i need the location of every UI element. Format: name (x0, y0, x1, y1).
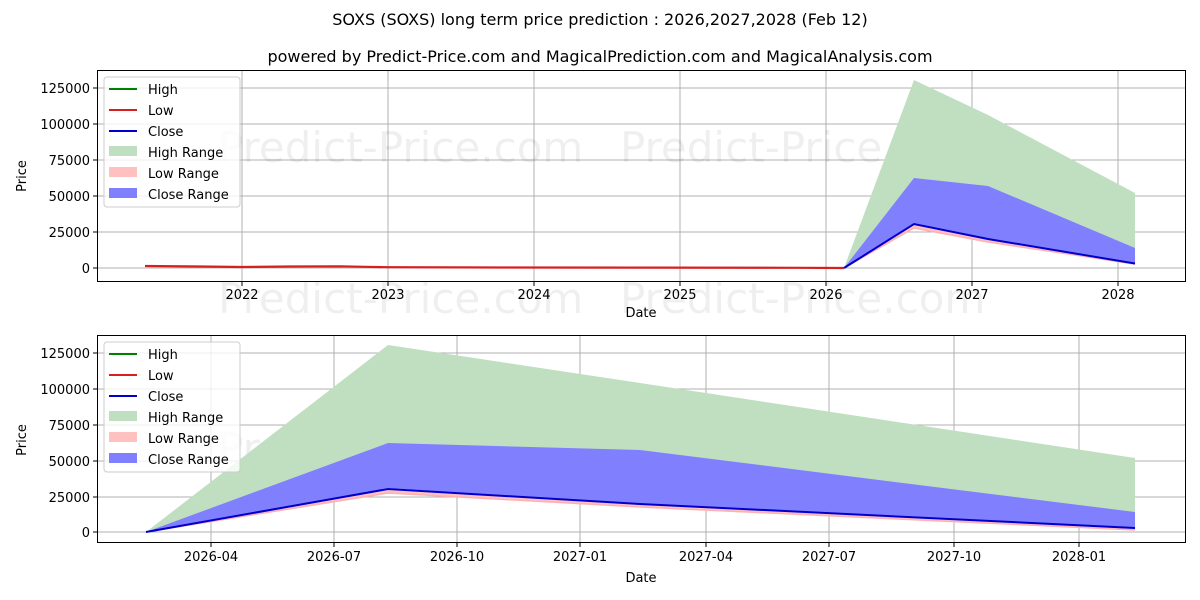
watermark-text: Predict-Price.com (620, 274, 985, 323)
x-tick-label: 2022 (225, 288, 258, 303)
watermark-text: Predict-Price.com (218, 274, 583, 323)
x-axis-label: Date (625, 571, 656, 586)
y-tick-label: 75000 (49, 419, 90, 434)
low-line (144, 264, 845, 270)
forecast-low-line (843, 227, 1136, 269)
x-tick-label: 2027-10 (927, 550, 981, 565)
x-tick-label: 2023 (371, 288, 404, 303)
x-tick-label: 2027-01 (553, 550, 607, 565)
legend-low-range-label: Low Range (148, 432, 219, 447)
bottom-chart: Predict-Price.com Predict-Price.com 0 25… (15, 335, 1186, 586)
legend-close-label: Close (148, 390, 183, 405)
close-range-area (844, 178, 1135, 268)
x-tick-label: 2024 (517, 288, 550, 303)
y-axis-label: Price (15, 424, 30, 456)
chart-subtitle: powered by Predict-Price.com and Magical… (267, 47, 933, 66)
y-tick-label: 25000 (49, 226, 90, 241)
x-tick-label: 2026-10 (430, 550, 484, 565)
legend-low-range-swatch (109, 167, 137, 177)
y-tick-label: 50000 (49, 190, 90, 205)
legend-high-range-swatch (109, 146, 137, 156)
x-tick-label: 2026 (809, 288, 842, 303)
y-axis-label: Price (15, 160, 30, 192)
y-tick-label: 50000 (49, 455, 90, 470)
x-tick-label: 2028 (1101, 288, 1134, 303)
legend-low-label: Low (148, 369, 174, 384)
legend-close-range-label: Close Range (148, 188, 229, 203)
top-legend: High Low Close High Range Low Range Clos… (103, 76, 241, 208)
legend-low-label: Low (148, 104, 174, 119)
x-tick-label: 2026-04 (184, 550, 238, 565)
y-tick-label: 100000 (40, 383, 90, 398)
legend-close-range-swatch (109, 188, 137, 198)
x-axis-label: Date (625, 306, 656, 321)
top-axes-frame (97, 70, 1186, 282)
y-tick-label: 75000 (49, 154, 90, 169)
close-line (145, 487, 1136, 533)
legend-high-range-swatch (109, 411, 137, 421)
x-tick-label: 2027 (955, 288, 988, 303)
bottom-axes-frame (97, 335, 1186, 543)
watermark-text: Predict-Price.com (218, 123, 583, 172)
close-range-area (146, 443, 1135, 532)
legend-low-range-label: Low Range (148, 167, 219, 182)
x-tick-label: 2027-04 (679, 550, 733, 565)
legend-low-range-swatch (109, 432, 137, 442)
y-tick-label: 125000 (40, 347, 90, 362)
legend-close-label: Close (148, 125, 183, 140)
legend-high-range-label: High Range (148, 411, 223, 426)
x-tick-label: 2025 (663, 288, 696, 303)
x-tick-label: 2027-07 (802, 550, 856, 565)
legend-high-label: High (148, 83, 178, 98)
chart-title: SOXS (SOXS) long term price prediction :… (332, 10, 868, 29)
y-tick-label: 0 (82, 526, 90, 541)
y-tick-label: 100000 (40, 118, 90, 133)
top-chart: Predict-Price.com Predict-Price.com 0 25… (15, 70, 1186, 321)
close-line (843, 222, 1136, 269)
legend-high-label: High (148, 348, 178, 363)
bottom-legend: High Low Close High Range Low Range Clos… (103, 341, 241, 473)
legend-close-range-swatch (109, 453, 137, 463)
y-tick-label: 25000 (49, 491, 90, 506)
y-tick-label: 0 (82, 262, 90, 277)
x-tick-label: 2026-07 (307, 550, 361, 565)
x-tick-label: 2028-01 (1052, 550, 1106, 565)
low-line (145, 492, 1136, 533)
legend-high-range-label: High Range (148, 146, 223, 161)
y-tick-label: 125000 (40, 82, 90, 97)
legend-close-range-label: Close Range (148, 453, 229, 468)
